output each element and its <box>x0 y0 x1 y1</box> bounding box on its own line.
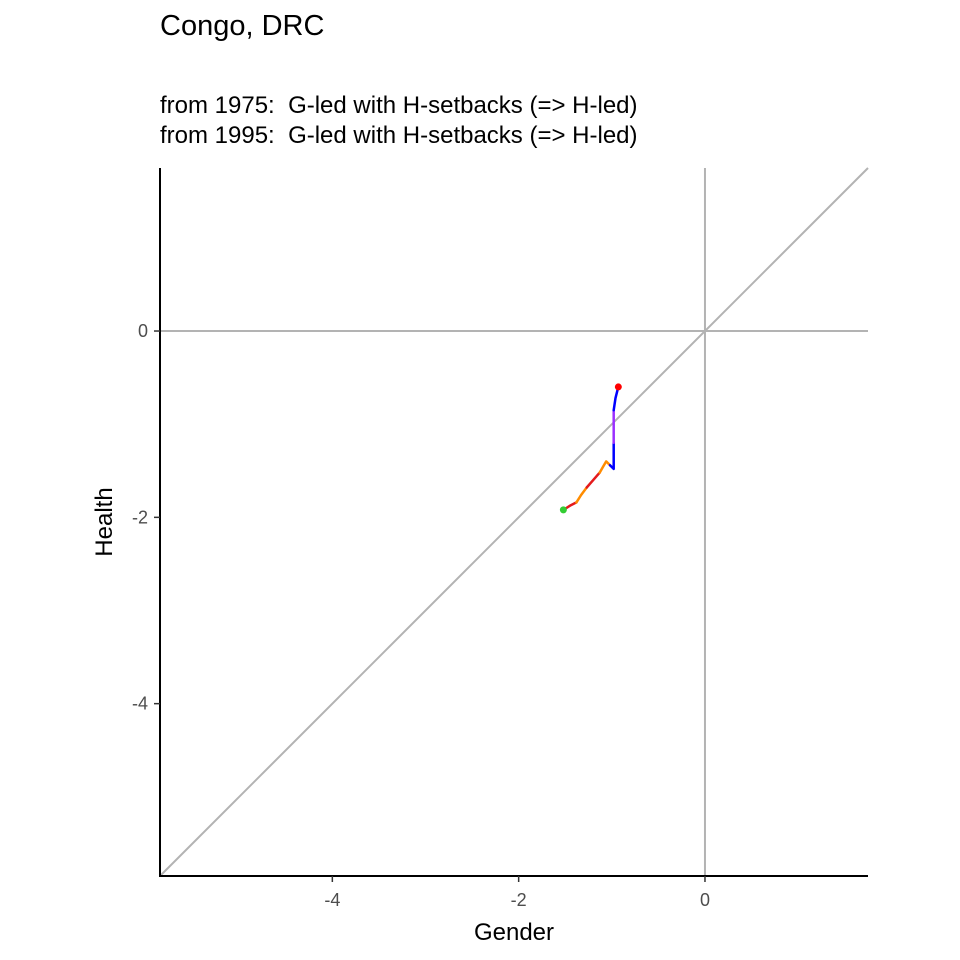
y-tick-label: -2 <box>132 507 148 527</box>
trajectory-segment-2 <box>575 486 588 504</box>
axes <box>159 168 868 877</box>
y-tick-label: 0 <box>138 321 148 341</box>
chart-title: Congo, DRC <box>160 10 325 42</box>
tick-marks: -4 -2 0 0 -2 -4 <box>132 321 710 910</box>
chart-subtitle-line-1: from 1975: G-led with H-setbacks (=> H-l… <box>160 92 638 119</box>
x-axis-title: Gender <box>474 919 554 946</box>
trajectory-segment-7 <box>612 385 620 412</box>
chart-subtitle-line-2: from 1995: G-led with H-setbacks (=> H-l… <box>160 122 638 149</box>
x-tick-label: -2 <box>511 890 527 910</box>
reference-lines <box>159 167 869 877</box>
start-point <box>559 506 567 514</box>
trajectory-segment-5 <box>608 441 615 471</box>
reference-diagonal <box>159 167 869 877</box>
x-tick-label: 0 <box>700 890 710 910</box>
trajectory-segment-3 <box>585 471 601 489</box>
end-point <box>614 383 622 391</box>
x-tick-label: -4 <box>324 890 340 910</box>
trajectory-segment-4 <box>598 460 612 474</box>
trajectory <box>559 383 622 514</box>
y-tick-label: -4 <box>132 694 148 714</box>
y-axis-title: Health <box>91 487 118 556</box>
